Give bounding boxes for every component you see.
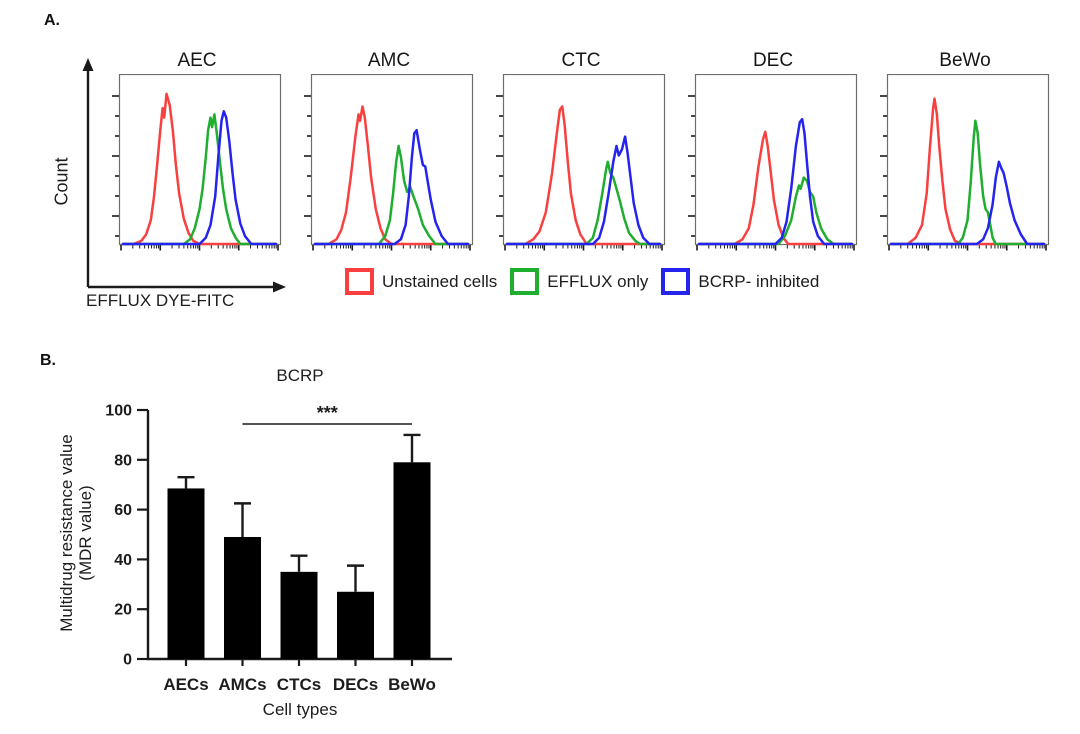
y-tick-label: 0: [123, 652, 132, 669]
count-axis-arrows: [82, 58, 286, 293]
bar-BeWo: [393, 462, 431, 659]
legend-item: Unstained cells: [345, 268, 497, 295]
category-label: AMCs: [218, 675, 266, 694]
plot-frame: [310, 73, 474, 246]
category-label: CTCs: [277, 675, 321, 694]
y-axis-label-line1: Multidrug resistance value: [57, 434, 76, 631]
curve-green: [121, 113, 278, 246]
curve-blue: [889, 160, 1046, 246]
panel-a-label: A.: [44, 12, 60, 29]
y-tick-label: 20: [114, 602, 132, 619]
flow-histograms: AEC AMC CTC DEC BeWo: [111, 50, 1051, 257]
category-label: AECs: [163, 675, 208, 694]
category-label: BeWo: [388, 675, 436, 694]
histogram-aec: AEC: [111, 50, 283, 257]
efflux-axis-label: EFFLUX DYE-FITC: [86, 291, 235, 310]
legend-label: BCRP- inhibited: [698, 271, 820, 291]
legend-swatch-blue: [661, 268, 691, 295]
bar-chart: BCRP 0 20 40 60 80 100 AECs AMCs CTCs DECs BeWo *** C…: [57, 366, 452, 719]
histogram-bewo: BeWo: [879, 50, 1051, 257]
x-axis-label: Cell types: [263, 700, 338, 719]
histogram-title: DEC: [752, 50, 794, 71]
histogram-canvas: [688, 73, 858, 251]
plot-frame: [694, 73, 858, 246]
histogram-dec: DEC: [687, 50, 859, 257]
count-axis-label: Count: [51, 157, 72, 206]
y-axis-label-line2: (MDR value): [76, 485, 95, 580]
curve-blue: [313, 128, 470, 246]
legend-item: EFFLUX only: [510, 268, 648, 295]
up-arrow-icon: [82, 58, 94, 71]
right-arrow-icon: [273, 281, 286, 293]
curve-green: [697, 176, 854, 246]
bar-AECs: [167, 488, 205, 659]
curve-green: [889, 119, 1046, 246]
histogram-title: BeWo: [939, 50, 991, 71]
curve-blue: [697, 117, 854, 246]
bar-CTCs: [280, 571, 318, 659]
bar-DECs: [337, 591, 374, 659]
legend-swatch-red: [345, 268, 374, 295]
curve-red: [505, 105, 662, 246]
curve-blue: [505, 135, 662, 246]
legend-swatch-green: [510, 268, 540, 295]
y-tick-label: 80: [114, 452, 132, 469]
histogram-canvas: [880, 73, 1050, 251]
curve-green: [313, 144, 470, 246]
legend-label: Unstained cells: [382, 271, 498, 291]
y-tick-label: 60: [114, 502, 132, 519]
legend-label: EFFLUX only: [547, 271, 649, 291]
category-label: DECs: [333, 675, 378, 694]
flow-legend: Unstained cells EFFLUX only BCRP- inhibite…: [345, 268, 819, 295]
plot-frame: [118, 73, 282, 246]
histogram-canvas: [496, 73, 666, 251]
plot-frame: [886, 73, 1050, 246]
histogram-title: CTC: [561, 50, 601, 71]
chart-title: BCRP: [276, 366, 323, 385]
plot-frame: [502, 73, 666, 246]
bar-AMCs: [224, 536, 261, 659]
y-tick-label: 40: [114, 552, 132, 569]
curve-red: [121, 92, 278, 246]
curve-blue: [121, 110, 278, 246]
panel-b-label: B.: [40, 352, 56, 369]
histogram-title: AMC: [367, 50, 411, 71]
histogram-amc: AMC: [303, 50, 475, 257]
histogram-title: AEC: [177, 50, 217, 71]
histogram-canvas: [304, 73, 474, 251]
legend-item: BCRP- inhibited: [661, 268, 819, 295]
y-tick-label: 100: [105, 403, 132, 420]
histogram-ctc: CTC: [495, 50, 667, 257]
histogram-canvas: [112, 73, 282, 251]
curve-red: [889, 97, 1046, 246]
curve-red: [313, 105, 470, 246]
significance-stars: ***: [317, 403, 338, 423]
